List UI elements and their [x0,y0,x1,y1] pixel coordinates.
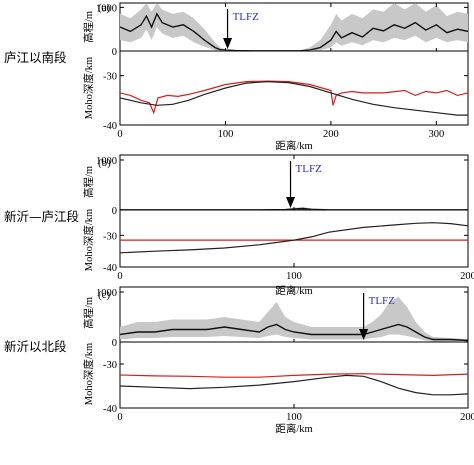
panel-c-axes: 0 100 200 0 1000 -30 -40 TLFZ [96,287,474,423]
panel-c-label: (c) [98,289,111,301]
panel-b-moho-series-2 [120,222,468,254]
panel-a-elevation-envelope [120,3,468,51]
panel-a: (a) 庐江以南段 0 100 200 300 0 1000 -30 -40 TLFZ 高程/m… [4,2,469,152]
panel-a-xtick-label: 300 [428,129,444,140]
panel-a-axes: 0 100 200 300 0 1000 -30 -40 TLFZ [96,3,468,140]
panel-a-frame [119,2,469,126]
panel-c-moho-ytick-label: -40 [103,404,117,415]
panel-a-moho-ylabel: Moho深度/km [82,57,95,119]
panel-b-moho-ytick-label: -40 [103,263,117,274]
panel-c-moho-series-1 [120,373,468,378]
panel-b-elev-ytick-label: 0 [112,206,117,217]
panel-b-xtick-label: 100 [286,271,302,282]
panel-a-xtick-label: 0 [117,129,122,140]
panel-a-moho-plot [120,80,468,116]
panel-b-moho-plot [120,222,468,254]
panel-a-moho-series-1 [120,80,468,115]
panel-b-xtick-label: 200 [460,271,474,282]
panel-a-xlabel: 距离/km [275,139,312,152]
panel-c-elevation-ylabel: 高程/m [82,297,95,329]
panel-c-xtick-label: 100 [286,412,302,423]
panel-c: (c) 新沂以北段 0 100 200 0 1000 -30 -40 TLFZ 高程/m Mo… [4,286,474,435]
panel-b-tlfz-label: TLFZ [296,163,323,175]
panel-c-elev-ytick-label: 0 [112,338,117,349]
panel-c-tlfz-arrow-icon [359,329,369,340]
panel-a-label: (a) [98,2,111,14]
panel-a-moho-ytick-label: -40 [103,121,117,132]
panel-b-region-label: 新沂—庐江段 [4,209,79,224]
panel-a-elevation-plot [120,3,468,51]
panel-b-xtick-label: 0 [117,271,122,282]
panel-a-xtick-label: 100 [218,129,234,140]
panel-c-region-label: 新沂以北段 [4,339,67,354]
panel-a-tlfz-arrow-icon [223,38,233,49]
panel-b-tlfz-arrow-icon [286,197,296,208]
panel-a-mean-elevation-line [120,12,468,51]
panel-c-moho-ylabel: Moho深度/km [82,343,95,405]
panel-c-elevation-plot [120,297,468,342]
panel-b-axes: 0 100 200 0 1000 -30 -40 TLFZ [96,155,474,282]
panel-b-elevation-ylabel: 高程/m [82,166,95,198]
panel-b-label: (b) [98,157,111,169]
panel-c-elevation-envelope [120,297,468,342]
panel-a-elev-ytick-label: 1000 [96,3,117,14]
panel-a-region-label: 庐江以南段 [4,50,67,65]
panel-c-frame [119,286,469,409]
panel-c-xlabel: 距离/km [275,422,312,435]
panel-b-elev-ytick-label: 1000 [96,156,117,167]
panel-c-elev-ytick-label: 1000 [96,288,117,299]
panel-c-xtick-label: 200 [460,412,474,423]
panel-a-elev-ytick-label: 0 [112,47,117,58]
panel-c-mean-elevation-line [120,323,468,342]
panel-b-mean-elevation-line [120,207,468,210]
panel-c-tlfz-label: TLFZ [369,295,396,307]
panel-c-moho-plot [120,373,468,396]
panel-b-moho-ytick-label: -30 [103,231,117,242]
panel-a-moho-ytick-label: -30 [103,72,117,83]
panel-b-moho-ylabel: Moho深度/km [82,209,95,271]
panel-c-xtick-label: 0 [117,412,122,423]
panel-a-moho-series-2 [120,80,468,116]
panel-a-tlfz-label: TLFZ [233,11,260,23]
panel-c-moho-ytick-label: -30 [103,360,117,371]
panel-a-elevation-ylabel: 高程/m [82,11,95,43]
panel-c-moho-series-2 [120,374,468,396]
panel-a-xtick-label: 200 [323,129,339,140]
